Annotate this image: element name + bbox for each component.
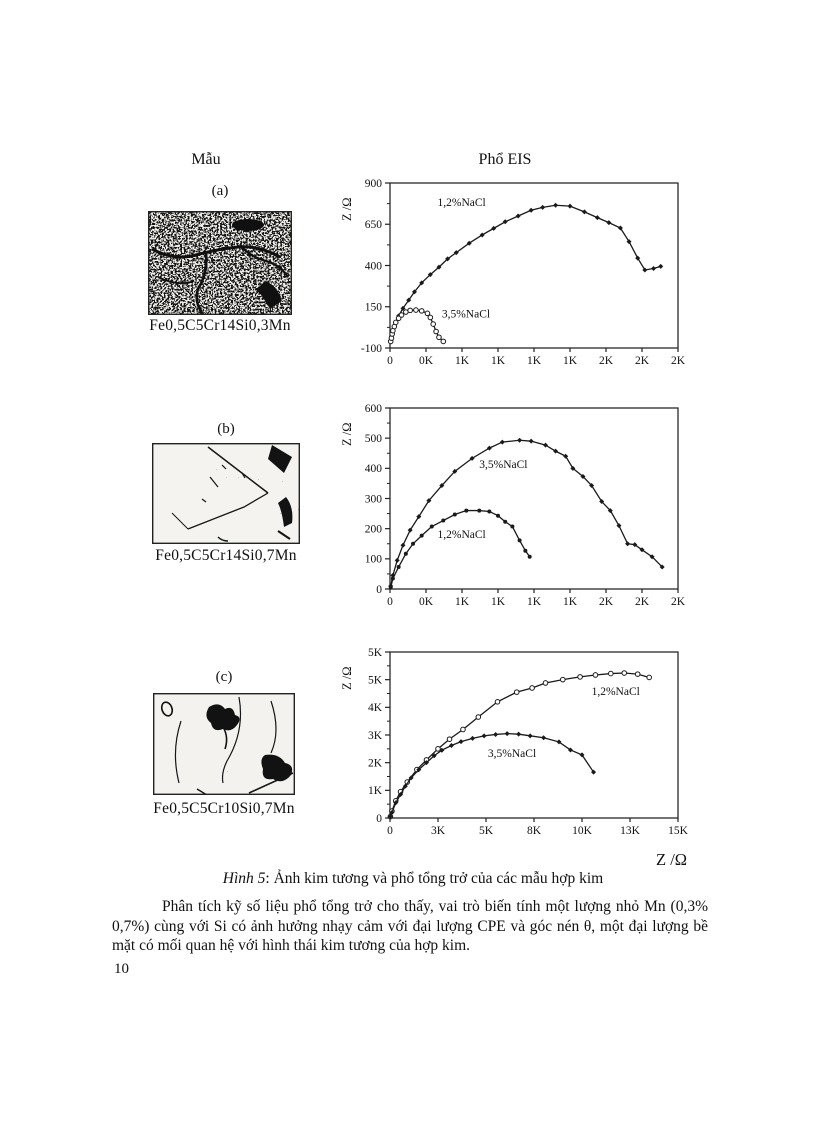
svg-text:5K: 5K (368, 674, 383, 686)
svg-text:3,5%NaCl: 3,5%NaCl (442, 308, 490, 320)
eis-chart-c: Z /Ω 5K 5K 4K 3K 2K 1K 0 0 3K 5K 8K 10K 13K 15K 1,2%NaC… (340, 641, 694, 844)
svg-text:1K: 1K (368, 785, 383, 797)
svg-text:1K: 1K (527, 596, 542, 608)
svg-text:1,2%NaCl: 1,2%NaCl (592, 686, 640, 698)
sample-letter-c: (c) (215, 669, 233, 685)
svg-text:2K: 2K (599, 355, 614, 367)
sample-formula-label-b: Fe0,5C5Cr14Si0,7Mn (155, 547, 297, 564)
svg-text:0K: 0K (419, 596, 434, 608)
figure-caption-number: Hình 5 (222, 870, 266, 887)
svg-text:2K: 2K (599, 596, 614, 608)
svg-text:0: 0 (387, 355, 393, 367)
micrograph-c (153, 693, 295, 795)
svg-text:100: 100 (365, 554, 383, 566)
svg-text:1K: 1K (527, 355, 542, 367)
svg-text:Z /Ω: Z /Ω (340, 666, 354, 690)
svg-text:1K: 1K (455, 355, 470, 367)
svg-text:15K: 15K (668, 825, 689, 837)
svg-text:13K: 13K (620, 825, 641, 837)
svg-text:0: 0 (376, 813, 382, 825)
svg-text:650: 650 (365, 219, 383, 231)
svg-text:3,5%NaCl: 3,5%NaCl (488, 748, 536, 760)
x-axis-unit-label: Z /Ω (656, 850, 688, 869)
sample-formula-label-c: Fe0,5C5Cr10Si0,7Mn (153, 800, 295, 817)
svg-text:0: 0 (387, 825, 393, 837)
svg-text:3K: 3K (368, 730, 383, 742)
svg-text:400: 400 (365, 463, 383, 475)
eis-chart-b: Z /Ω 600 500 400 300 200 100 0 0 0K 1K 1K 1K 1K 2K 2K 2K… (340, 397, 694, 615)
svg-text:2K: 2K (635, 355, 650, 367)
svg-text:10K: 10K (572, 825, 593, 837)
page-number: 10 (114, 961, 129, 977)
svg-text:400: 400 (365, 260, 383, 272)
svg-text:200: 200 (365, 523, 383, 535)
figure-caption: Hình 5: Ảnh kim tương và phổ tổng trở củ… (100, 870, 726, 888)
svg-text:900: 900 (365, 178, 383, 190)
eis-chart-a: Z /Ω 900 650 400 150 -100 0 0K 1K 1K 1K 1K 2K 2K 2K 1,2… (340, 172, 694, 374)
svg-text:500: 500 (365, 433, 383, 445)
svg-text:8K: 8K (527, 825, 542, 837)
svg-text:1,2%NaCl: 1,2%NaCl (438, 529, 486, 541)
svg-text:1K: 1K (455, 596, 470, 608)
svg-text:0K: 0K (419, 355, 434, 367)
sample-letter-a: (a) (211, 183, 229, 199)
micrograph-b (152, 443, 300, 544)
figure-caption-text: : Ảnh kim tương và phổ tổng trở của các … (265, 870, 604, 887)
samples-column-header: Mẫu (191, 151, 221, 168)
eis-column-header: Phổ EIS (478, 151, 532, 168)
svg-text:5K: 5K (479, 825, 494, 837)
svg-text:2K: 2K (671, 596, 686, 608)
svg-text:1K: 1K (491, 596, 506, 608)
svg-text:2K: 2K (368, 757, 383, 769)
svg-text:150: 150 (365, 302, 383, 314)
svg-text:600: 600 (365, 403, 383, 415)
svg-text:0: 0 (376, 584, 382, 596)
svg-text:1K: 1K (563, 596, 578, 608)
micrograph-a (148, 211, 292, 315)
svg-text:3,5%NaCl: 3,5%NaCl (479, 459, 527, 471)
body-paragraph: Phân tích kỹ số liệu phổ tổng trở cho th… (112, 898, 708, 955)
svg-text:-100: -100 (361, 343, 382, 355)
svg-text:3K: 3K (431, 825, 446, 837)
svg-text:4K: 4K (368, 702, 383, 714)
svg-text:Z /Ω: Z /Ω (340, 422, 354, 446)
svg-text:5K: 5K (368, 647, 383, 659)
sample-letter-b: (b) (217, 421, 235, 437)
svg-text:1K: 1K (563, 355, 578, 367)
svg-text:2K: 2K (671, 355, 686, 367)
svg-text:1K: 1K (491, 355, 506, 367)
svg-text:300: 300 (365, 493, 383, 505)
svg-text:0: 0 (387, 596, 393, 608)
svg-text:2K: 2K (635, 596, 650, 608)
svg-text:Z /Ω: Z /Ω (340, 197, 354, 221)
svg-text:1,2%NaCl: 1,2%NaCl (438, 197, 486, 209)
sample-formula-label-a: Fe0,5C5Cr14Si0,3Mn (149, 317, 291, 334)
